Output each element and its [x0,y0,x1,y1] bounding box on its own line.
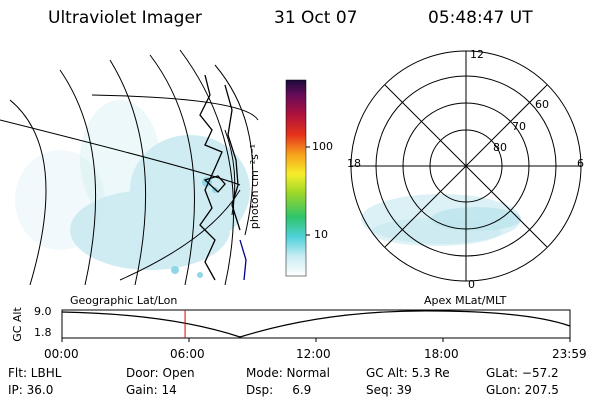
orbit-right-title: Apex MLat/MLT [424,294,507,307]
colorbar-unit-label: photon cm⁻²s⁻¹ [248,143,262,230]
instrument-title: Ultraviolet Imager [48,8,202,28]
orbit-ytick-low: 1.8 [34,326,52,339]
observation-date: 31 Oct 07 [274,8,358,28]
colorbar [285,79,310,277]
mlt-label-6: 6 [577,157,584,170]
aurora-emission-polar [361,194,521,246]
mlt-label-0: 0 [468,278,475,291]
orbit-xtick-1200: 12:00 [296,347,331,361]
orbit-ytick-high: 9.0 [34,305,52,318]
orbit-altitude-curve [61,310,571,338]
info-seq: Seq: 39 [366,383,412,397]
info-ip: IP: 36.0 [8,383,54,397]
info-mode: Mode: Normal [246,366,330,380]
orbit-left-title: Geographic Lat/Lon [70,294,178,307]
info-door: Door: Open [126,366,195,380]
colorbar-tick-100: 100 [312,140,333,153]
orbit-xtick-0000: 00:00 [44,347,79,361]
orbit-xtick-1800: 18:00 [424,347,459,361]
info-filter: Flt: LBHL [8,366,62,380]
orbit-axis-label: GC Alt [10,307,24,342]
info-dsp: Dsp: 6.9 [246,383,312,397]
info-gc-alt: GC Alt: 5.3 Re [366,366,450,380]
latlon-grid [0,49,259,285]
mlat-label-60: 60 [535,98,549,111]
orbit-altitude-strip [61,309,571,342]
mlt-label-12: 12 [470,48,484,61]
mlt-label-18: 18 [347,157,361,170]
mlt-spokes [351,51,581,281]
info-glat: GLat: −57.2 [486,366,559,380]
geographic-map [0,49,259,285]
info-glon: GLon: 207.5 [486,383,559,397]
mlat-label-80: 80 [493,141,507,154]
observation-time: 05:48:47 UT [428,8,533,28]
polar-mlat-mlt-plot [350,50,582,282]
coastline [199,74,247,281]
colorbar-gradient [285,79,307,277]
orbit-xtick-0600: 06:00 [170,347,205,361]
info-gain: Gain: 14 [126,383,177,397]
aurora-emission-geo [15,100,250,270]
mlat-label-70: 70 [512,120,526,133]
orbit-xtick-2359: 23:59 [552,347,587,361]
colorbar-tick-10: 10 [314,228,328,241]
